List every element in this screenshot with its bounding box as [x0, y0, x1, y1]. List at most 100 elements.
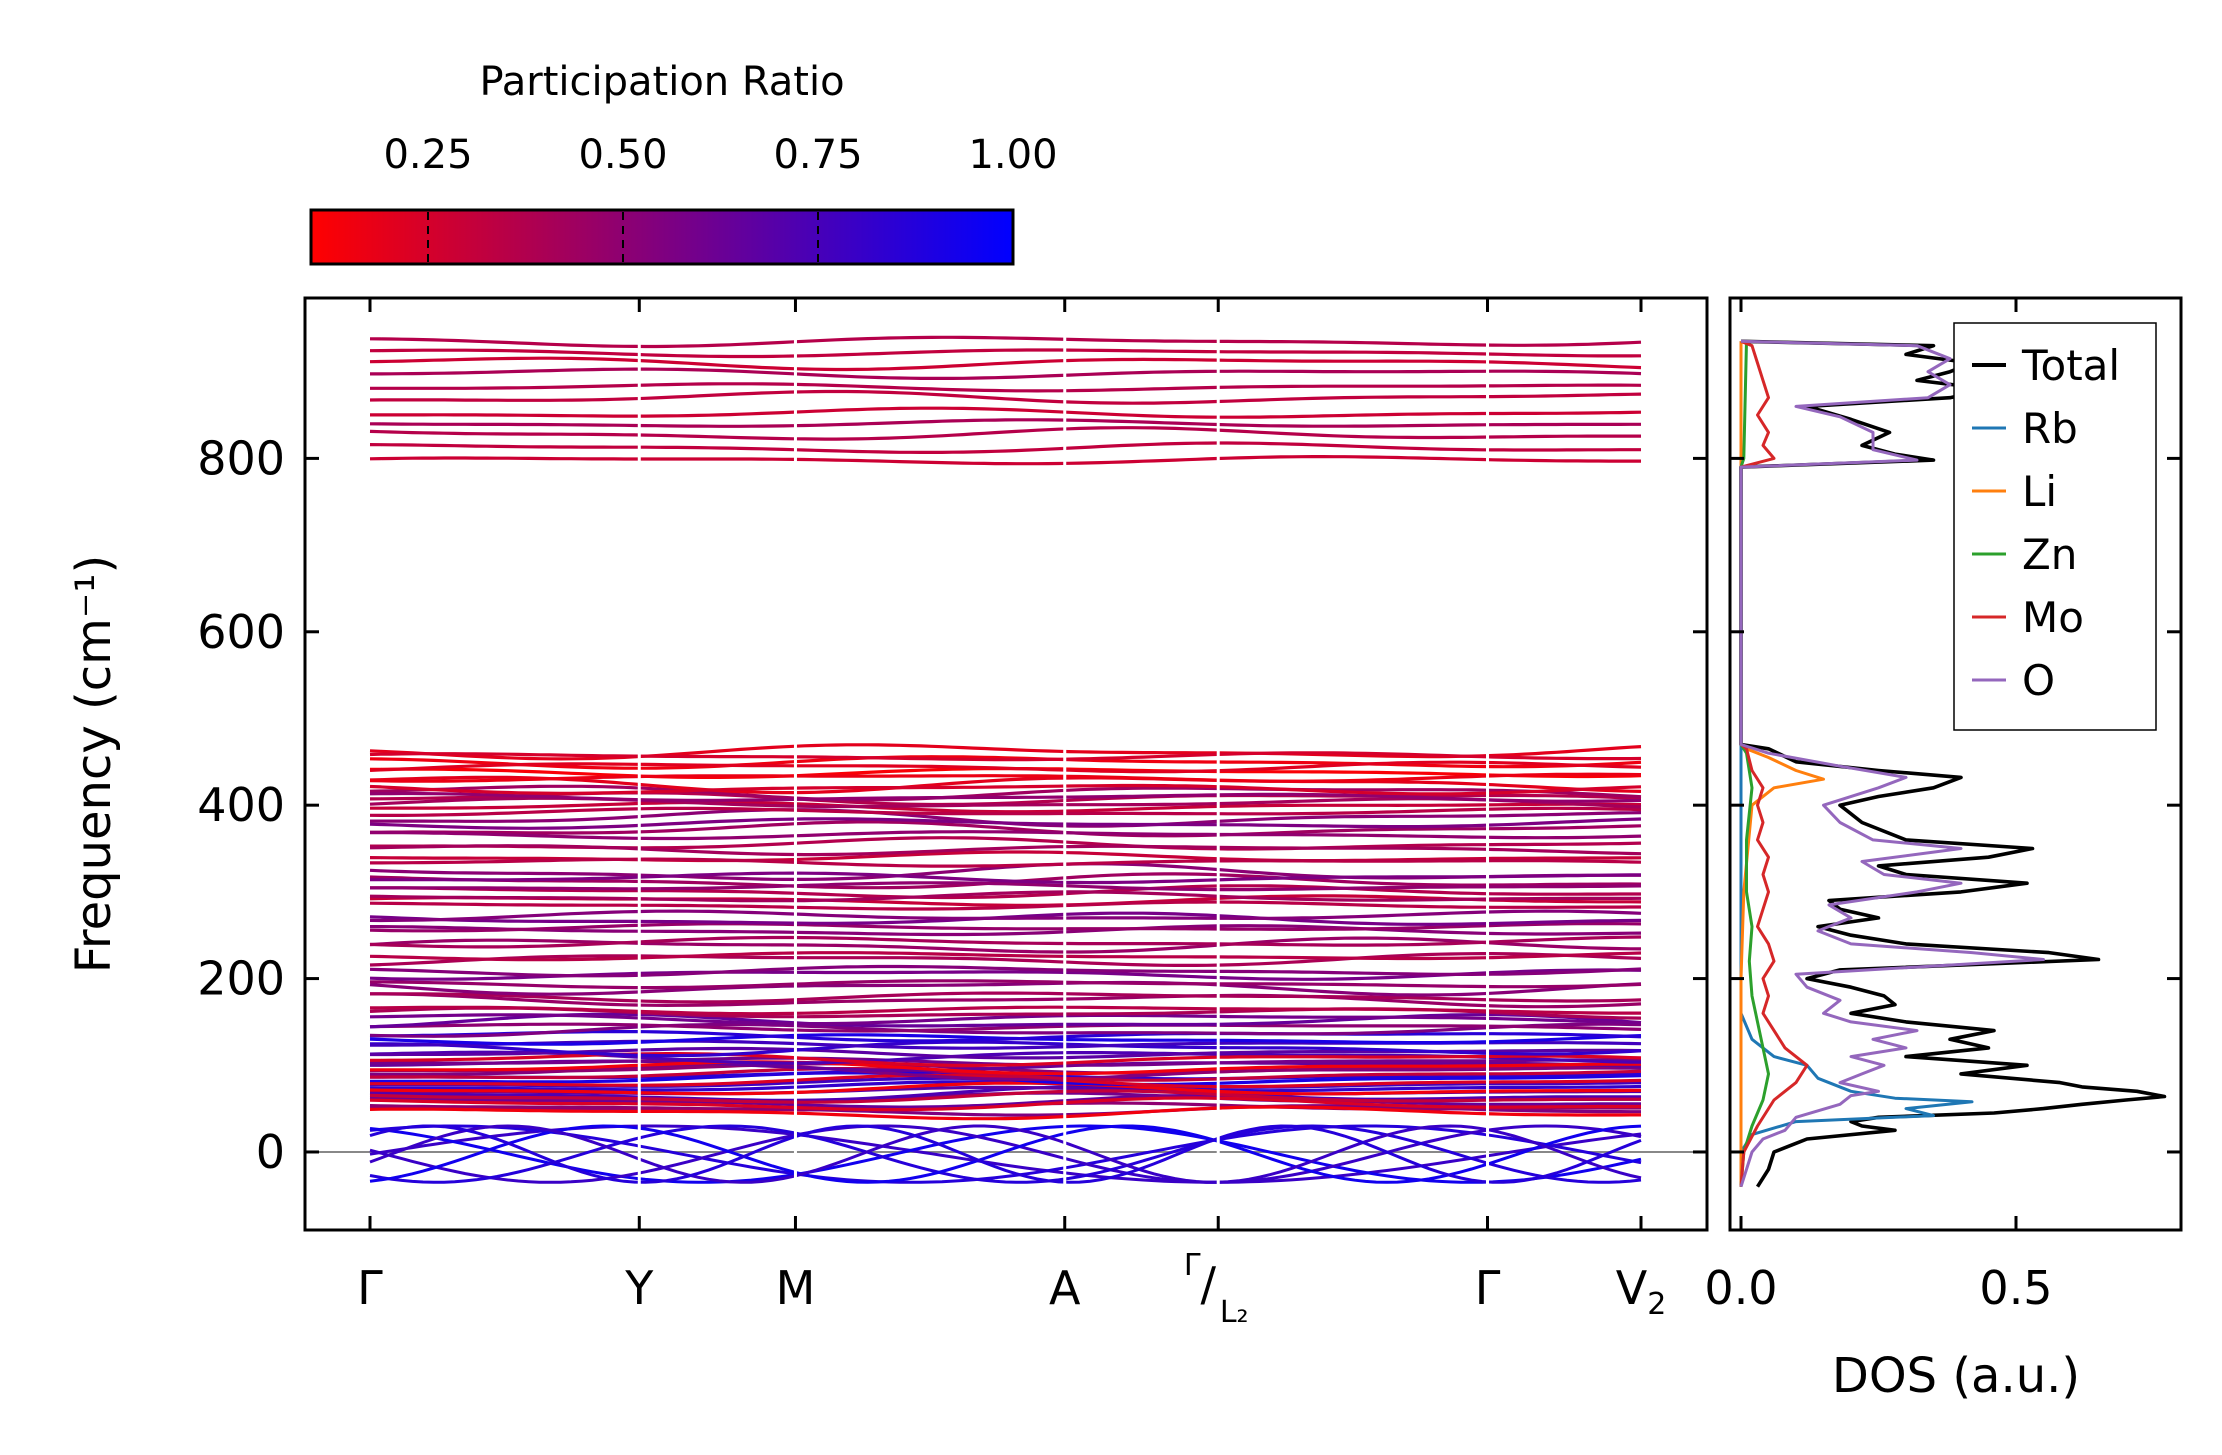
k-point-label-combined: Γ/L₂ [1184, 1248, 1249, 1330]
k-point-label: M [776, 1261, 816, 1315]
dos-axes-frame [1728, 296, 2183, 1232]
k-point-label: Γ [1475, 1261, 1501, 1315]
dos-legend: Total Rb Li Zn Mo O [1953, 322, 2157, 731]
phonon-band [370, 1060, 1641, 1076]
phonon-band [369, 389, 1642, 405]
colorbar-tick-label: 1.00 [968, 132, 1057, 178]
k-point-label: Γ [357, 1261, 383, 1315]
phonon-band [369, 760, 1642, 774]
acoustic-branch [369, 1124, 1642, 1184]
phonon-band [369, 418, 1641, 428]
k-point-label: Y [624, 1261, 654, 1315]
phonon-band [370, 830, 1642, 841]
phonon-band [369, 426, 1641, 441]
phonon-band [369, 356, 1642, 372]
phonon-band [369, 980, 1642, 997]
phonon-band [370, 884, 1641, 900]
phonon-band [370, 871, 1642, 885]
phonon-band [370, 881, 1642, 892]
colorbar-tick-label: 0.50 [578, 132, 667, 178]
phonon-band [369, 922, 1642, 933]
legend-label: Total [2021, 341, 2120, 390]
phonon-band [369, 909, 1642, 923]
phonon-band [369, 772, 1642, 783]
phonon-band [370, 800, 1642, 814]
legend-label: Rb [2022, 404, 2078, 453]
phonon-band [369, 783, 1642, 796]
y-axis-title: Frequency (cm⁻¹) [66, 555, 122, 973]
phonon-band [369, 806, 1642, 817]
phonon-band [369, 1081, 1642, 1096]
legend-label: O [2022, 656, 2055, 705]
y-tick-label: 200 [197, 952, 285, 1006]
phonon-band [369, 936, 1642, 954]
k-point-label: V2 [1616, 1261, 1667, 1322]
phonon-band [369, 890, 1642, 903]
dos-x-tick-label: 0.5 [1979, 1261, 2052, 1315]
phonon-band [370, 820, 1642, 838]
dos-line-rb [1739, 341, 1974, 1187]
phonon-band [370, 924, 1642, 937]
phonon-band [369, 964, 1642, 978]
band-axes-frame [303, 296, 1709, 1232]
phonon-band [370, 1073, 1642, 1089]
acoustic-branch [369, 1124, 1642, 1184]
dos-line-o [1739, 339, 2045, 1188]
phonon-band [369, 751, 1642, 762]
phonon-band [370, 382, 1642, 393]
colorbar-tick-label: 0.75 [773, 132, 862, 178]
acoustic-branch [369, 1124, 1642, 1184]
phonon-band [369, 1085, 1641, 1102]
phonon-band [370, 367, 1642, 380]
phonon-band [370, 991, 1642, 1004]
phonon-band [369, 1022, 1642, 1038]
dos-x-axis-title: DOS (a.u.) [1832, 1348, 2080, 1404]
phonon-band [370, 992, 1642, 1009]
phonon-band [369, 1005, 1641, 1016]
y-tick-label: 0 [256, 1125, 285, 1179]
k-point-label: A [1049, 1261, 1081, 1315]
phonon-band [369, 935, 1642, 949]
phonon-band [370, 1067, 1642, 1082]
legend-label: Zn [2022, 530, 2077, 579]
acoustic-branch [369, 1124, 1642, 1184]
k-label-separator: / [1200, 1257, 1216, 1311]
acoustic-branch [369, 1124, 1642, 1184]
colorbar-gradient [309, 208, 1015, 266]
phonon-band [370, 1040, 1642, 1058]
dos-x-tick-label: 0.0 [1704, 1261, 1777, 1315]
legend-frame [1953, 322, 2157, 731]
phonon-band [370, 857, 1642, 868]
phonon-band [369, 784, 1642, 802]
legend-label: Mo [2022, 593, 2084, 642]
dos-panel: 0.0 0.5 DOS (a.u.) Total Rb Li Zn Mo O [1704, 296, 2183, 1404]
phonon-band [369, 952, 1642, 967]
phonon-band [369, 755, 1642, 770]
phonon-band [369, 817, 1642, 830]
phonon-band [369, 791, 1642, 803]
colorbar-tick-label: 0.25 [383, 132, 472, 178]
colorbar-title: Participation Ratio [479, 59, 844, 105]
phonon-band [369, 1105, 1641, 1121]
phonon-band [369, 1089, 1641, 1104]
phonon-band [369, 348, 1642, 359]
phonon-band [370, 406, 1642, 419]
legend-label: Li [2022, 467, 2057, 516]
k-label-top: Γ [1184, 1248, 1201, 1283]
phonon-band [369, 1022, 1642, 1033]
colorbar: Participation Ratio 0.25 0.50 0.75 1.00 [309, 59, 1058, 266]
phonon-band [370, 979, 1642, 990]
phonon-band [370, 1052, 1642, 1067]
y-tick-label: 800 [197, 431, 285, 485]
phonon-band [369, 335, 1642, 349]
y-tick-label: 400 [197, 778, 285, 832]
phonon-band [369, 775, 1642, 795]
phonon-band [369, 1096, 1641, 1112]
phonon-band [369, 844, 1642, 857]
phonon-band [369, 951, 1642, 962]
y-tick-label: 600 [197, 605, 285, 659]
phonon-band [369, 900, 1641, 911]
dos-line-mo [1739, 339, 1809, 1187]
